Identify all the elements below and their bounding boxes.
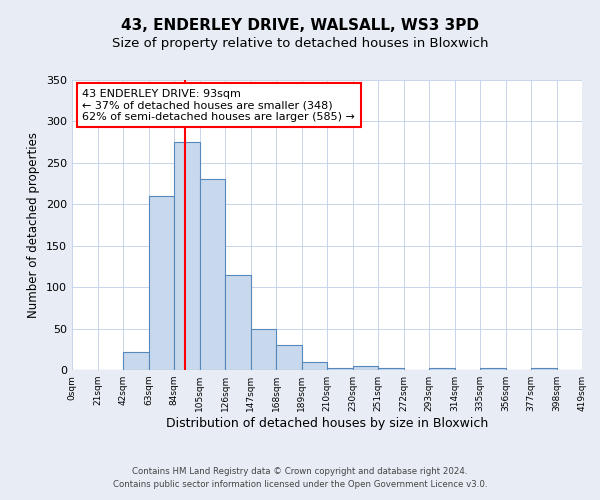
Bar [531, 368, 557, 370]
Bar [378, 368, 404, 370]
Bar [174, 142, 199, 370]
Bar [251, 328, 276, 370]
Text: 43, ENDERLEY DRIVE, WALSALL, WS3 3PD: 43, ENDERLEY DRIVE, WALSALL, WS3 3PD [121, 18, 479, 32]
Bar [302, 362, 327, 370]
Bar [149, 196, 174, 370]
Text: Size of property relative to detached houses in Bloxwich: Size of property relative to detached ho… [112, 38, 488, 51]
Bar [276, 345, 302, 370]
Text: Contains public sector information licensed under the Open Government Licence v3: Contains public sector information licen… [113, 480, 487, 489]
Text: 43 ENDERLEY DRIVE: 93sqm
← 37% of detached houses are smaller (348)
62% of semi-: 43 ENDERLEY DRIVE: 93sqm ← 37% of detach… [82, 88, 355, 122]
Bar [429, 368, 455, 370]
Bar [123, 352, 149, 370]
Bar [327, 368, 353, 370]
X-axis label: Distribution of detached houses by size in Bloxwich: Distribution of detached houses by size … [166, 417, 488, 430]
Text: Contains HM Land Registry data © Crown copyright and database right 2024.: Contains HM Land Registry data © Crown c… [132, 467, 468, 476]
Bar [225, 274, 251, 370]
Bar [353, 366, 378, 370]
Y-axis label: Number of detached properties: Number of detached properties [28, 132, 40, 318]
Bar [480, 368, 506, 370]
Bar [199, 180, 225, 370]
